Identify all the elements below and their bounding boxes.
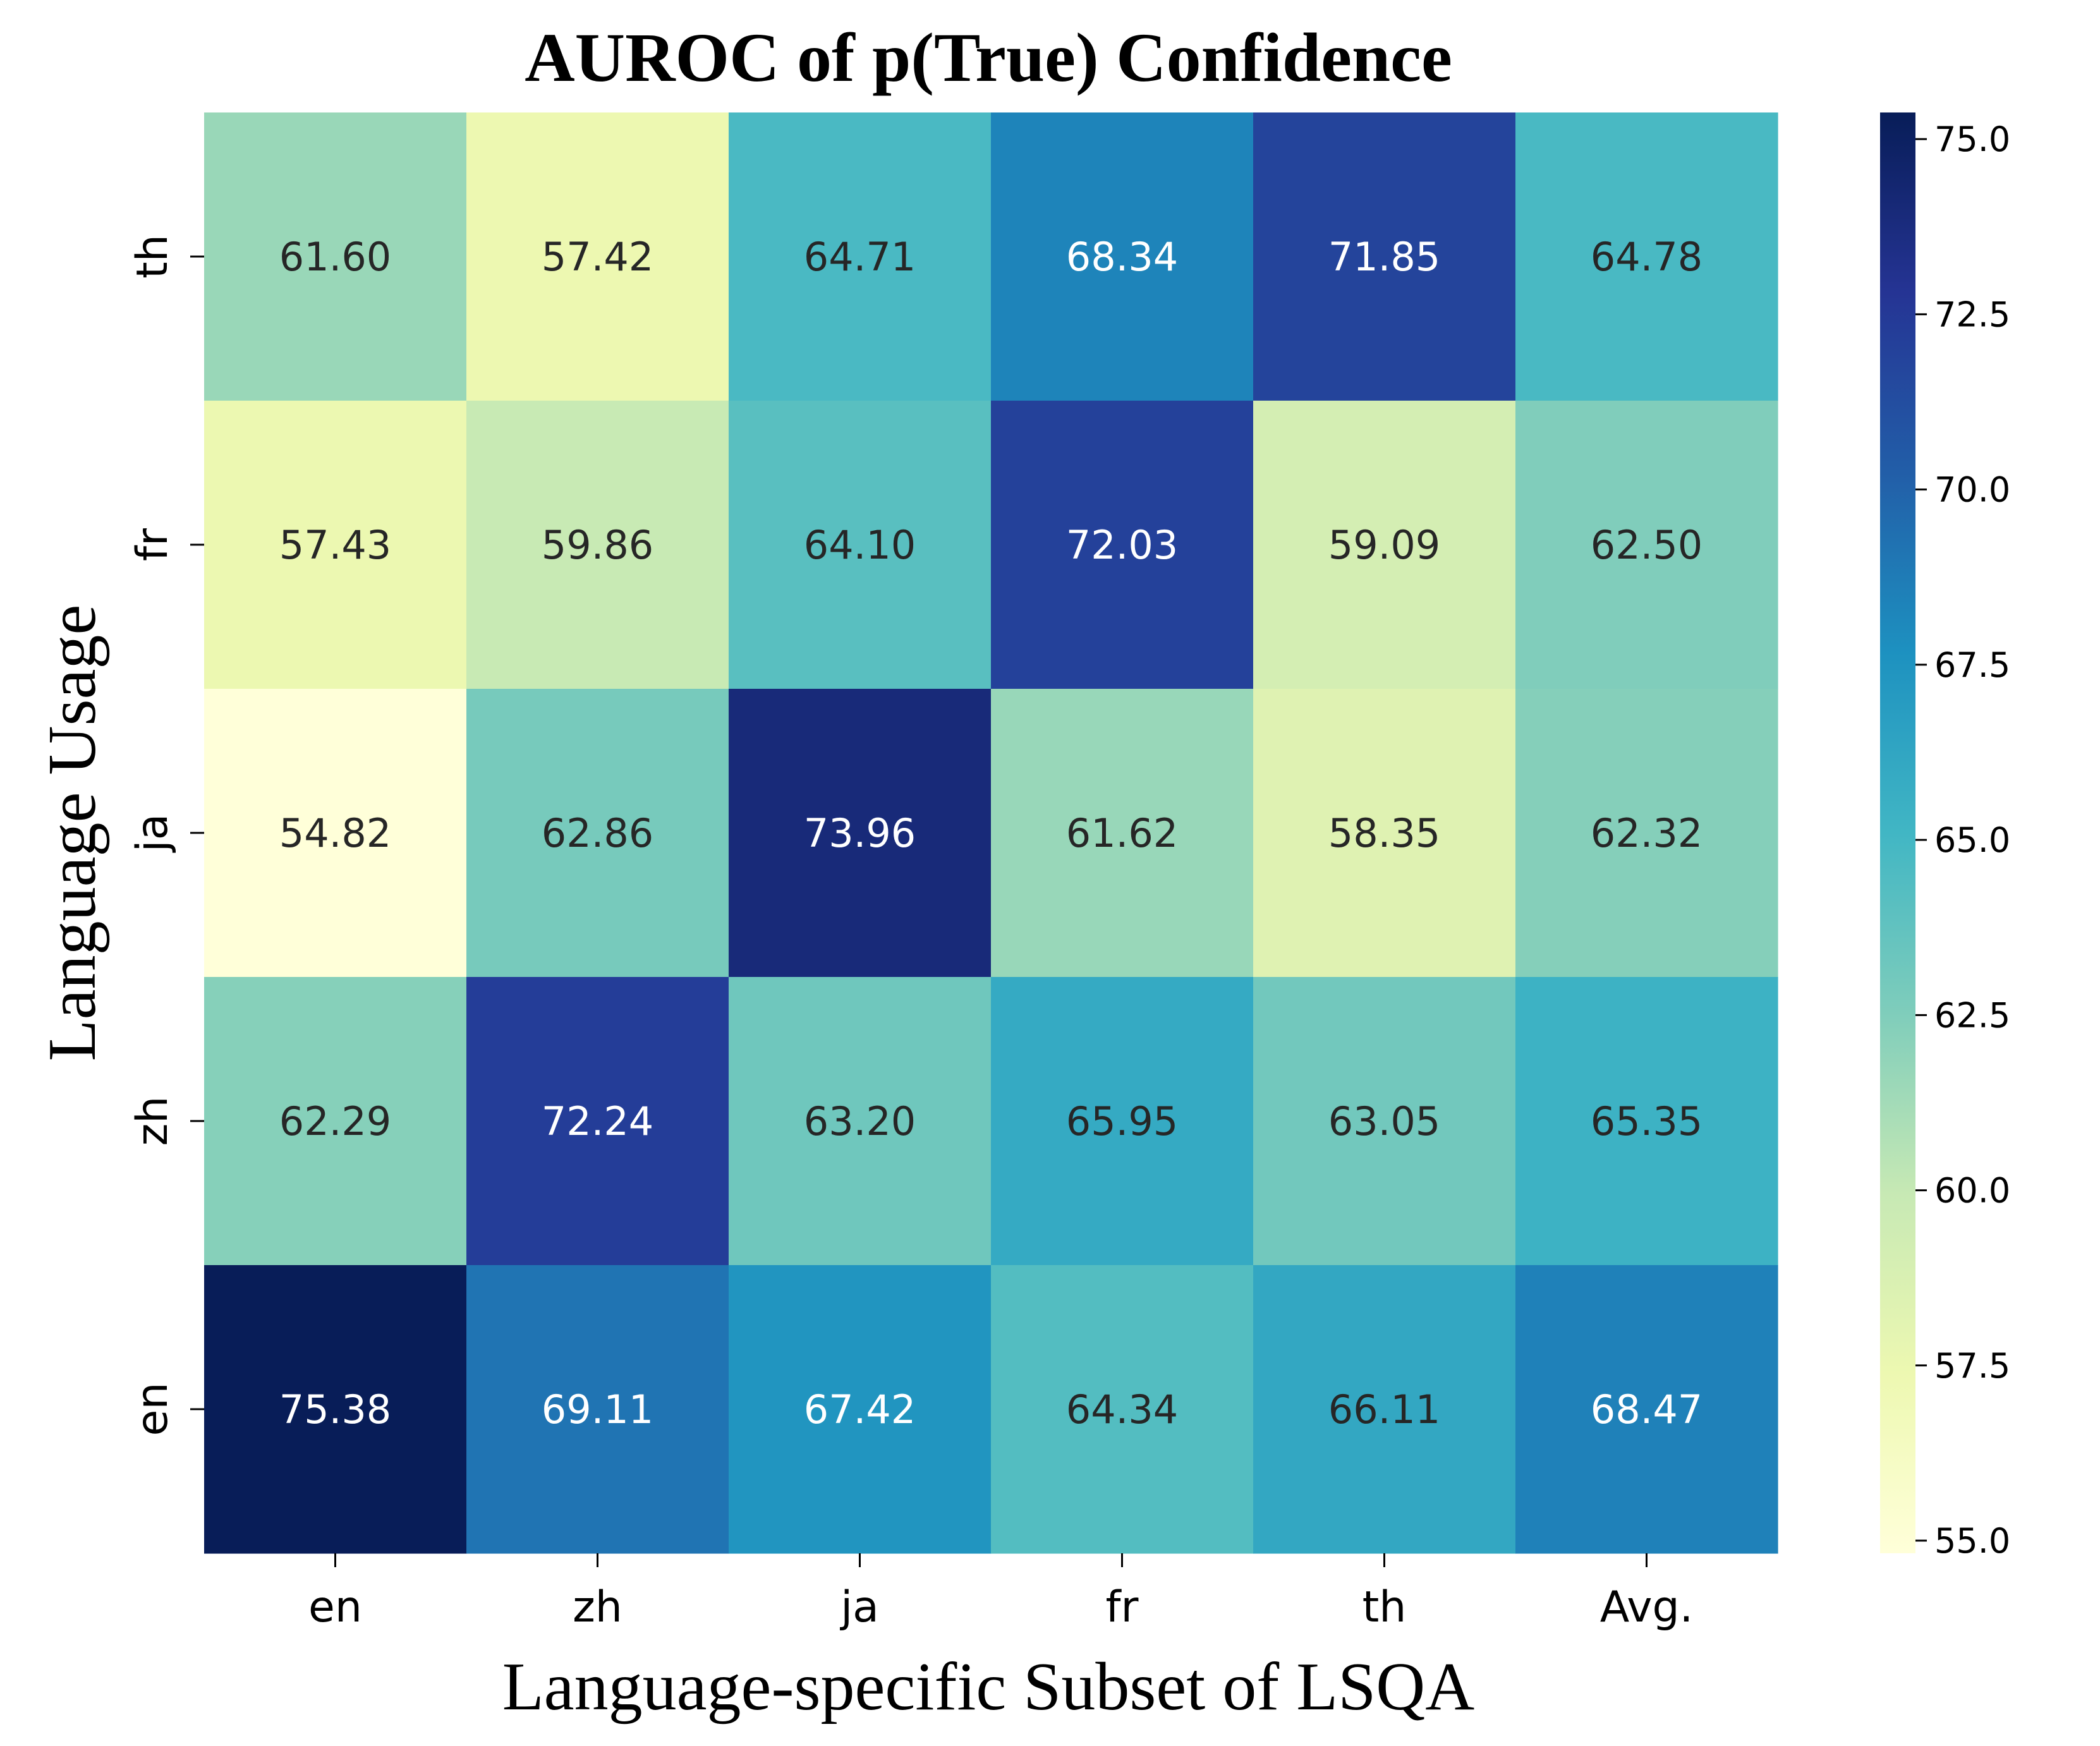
heatmap-cell xyxy=(466,689,729,978)
cell-value-label: 71.85 xyxy=(1328,234,1441,280)
cell-value-label: 66.11 xyxy=(1328,1386,1441,1433)
x-tick-label: th xyxy=(1363,1582,1407,1632)
colorbar-tick-label: 65.0 xyxy=(1934,820,2010,860)
cell-value-label: 58.35 xyxy=(1328,810,1441,856)
heatmap-cell xyxy=(729,977,992,1266)
y-tick-label: en xyxy=(128,1383,178,1436)
cell-value-label: 64.34 xyxy=(1066,1386,1179,1433)
colorbar-tick-label: 72.5 xyxy=(1934,294,2010,334)
heatmap-cell xyxy=(204,401,467,689)
heatmap-cell xyxy=(1515,112,1778,401)
heatmap-cell xyxy=(466,112,729,401)
y-tick-label: zh xyxy=(128,1096,178,1146)
colorbar-tick-label: 62.5 xyxy=(1934,995,2010,1035)
heatmap-cell xyxy=(991,1265,1254,1554)
heatmap-cell xyxy=(991,977,1254,1266)
heatmap-cells: 61.60 57.42 64.71 68.34 71.85 64.78 57.43 59.86… xyxy=(204,112,1778,1554)
colorbar-tick-label: 55.0 xyxy=(1934,1521,2010,1561)
cell-value-label: 62.32 xyxy=(1591,810,1703,856)
cell-value-label: 65.35 xyxy=(1591,1098,1703,1144)
heatmap-cell xyxy=(991,689,1254,978)
cell-value-label: 63.20 xyxy=(804,1098,916,1144)
cell-value-label: 62.50 xyxy=(1591,522,1703,568)
cell-value-label: 67.42 xyxy=(804,1386,916,1433)
cell-value-label: 57.43 xyxy=(279,522,392,568)
heatmap-cell xyxy=(1253,977,1516,1266)
heatmap-cell xyxy=(466,1265,729,1554)
heatmap-cell xyxy=(204,112,467,401)
cell-value-label: 61.62 xyxy=(1066,810,1179,856)
colorbar-tick-label: 67.5 xyxy=(1934,645,2010,685)
heatmap-cell xyxy=(204,977,467,1266)
cell-value-label: 63.05 xyxy=(1328,1098,1441,1144)
y-tick-label: th xyxy=(128,234,178,279)
heatmap-cell xyxy=(1515,977,1778,1266)
cell-value-label: 68.47 xyxy=(1591,1386,1703,1433)
cell-value-label: 64.71 xyxy=(804,234,916,280)
x-axis-label: Language-specific Subset of LSQA xyxy=(502,1649,1475,1725)
y-tick-label: fr xyxy=(128,528,178,561)
heatmap-cell xyxy=(1515,1265,1778,1554)
cell-value-label: 54.82 xyxy=(279,810,392,856)
x-axis-ticks: en zh ja fr th Avg. xyxy=(308,1553,1693,1632)
heatmap-cell xyxy=(729,689,992,978)
cell-value-label: 61.60 xyxy=(279,234,392,280)
colorbar-tick-label: 60.0 xyxy=(1934,1171,2010,1211)
colorbar-tick-label: 70.0 xyxy=(1934,470,2010,510)
x-tick-label: zh xyxy=(573,1582,622,1632)
heatmap-cell xyxy=(1253,689,1516,978)
cell-value-label: 62.29 xyxy=(279,1098,392,1144)
heatmap-cell xyxy=(1253,1265,1516,1554)
cell-value-label: 69.11 xyxy=(542,1386,654,1433)
heatmap-cell xyxy=(991,112,1254,401)
x-tick-label: Avg. xyxy=(1600,1582,1694,1632)
heatmap-cell xyxy=(204,689,467,978)
cell-value-label: 59.86 xyxy=(542,522,654,568)
cell-value-label: 72.24 xyxy=(542,1098,654,1144)
x-tick-label: en xyxy=(308,1582,362,1632)
colorbar xyxy=(1880,112,1915,1553)
colorbar-tick-label: 75.0 xyxy=(1934,119,2010,159)
cell-value-label: 64.10 xyxy=(804,522,916,568)
heatmap-cell xyxy=(1253,112,1516,401)
y-tick-label: ja xyxy=(128,814,178,854)
cell-value-label: 68.34 xyxy=(1066,234,1179,280)
cell-value-label: 75.38 xyxy=(279,1386,392,1433)
heatmap-cell xyxy=(466,401,729,689)
heatmap-cell xyxy=(1515,401,1778,689)
x-tick-label: fr xyxy=(1106,1582,1139,1632)
colorbar-tick-label: 57.5 xyxy=(1934,1346,2010,1386)
chart-title: AUROC of p(True) Confidence xyxy=(525,19,1452,96)
cell-value-label: 57.42 xyxy=(542,234,654,280)
heatmap-cell xyxy=(1515,689,1778,978)
heatmap-cell xyxy=(729,1265,992,1554)
cell-value-label: 64.78 xyxy=(1591,234,1703,280)
colorbar-ticks: 55.0 57.5 60.0 62.5 65.0 67.5 70.0 72.5 75.0 xyxy=(1915,119,2010,1561)
y-axis-ticks: th fr ja zh en xyxy=(128,234,204,1436)
cell-value-label: 72.03 xyxy=(1066,522,1179,568)
cell-value-label: 62.86 xyxy=(542,810,654,856)
cell-value-label: 65.95 xyxy=(1066,1098,1179,1144)
heatmap-cell xyxy=(729,112,992,401)
heatmap-cell xyxy=(729,401,992,689)
heatmap-cell xyxy=(1253,401,1516,689)
cell-value-label: 59.09 xyxy=(1328,522,1441,568)
heatmap-cell xyxy=(204,1265,467,1554)
cell-value-label: 73.96 xyxy=(804,810,916,856)
x-tick-label: ja xyxy=(839,1582,879,1632)
heatmap-cell xyxy=(991,401,1254,689)
y-axis-label: Language Usage xyxy=(35,605,110,1062)
heatmap-cell xyxy=(466,977,729,1266)
